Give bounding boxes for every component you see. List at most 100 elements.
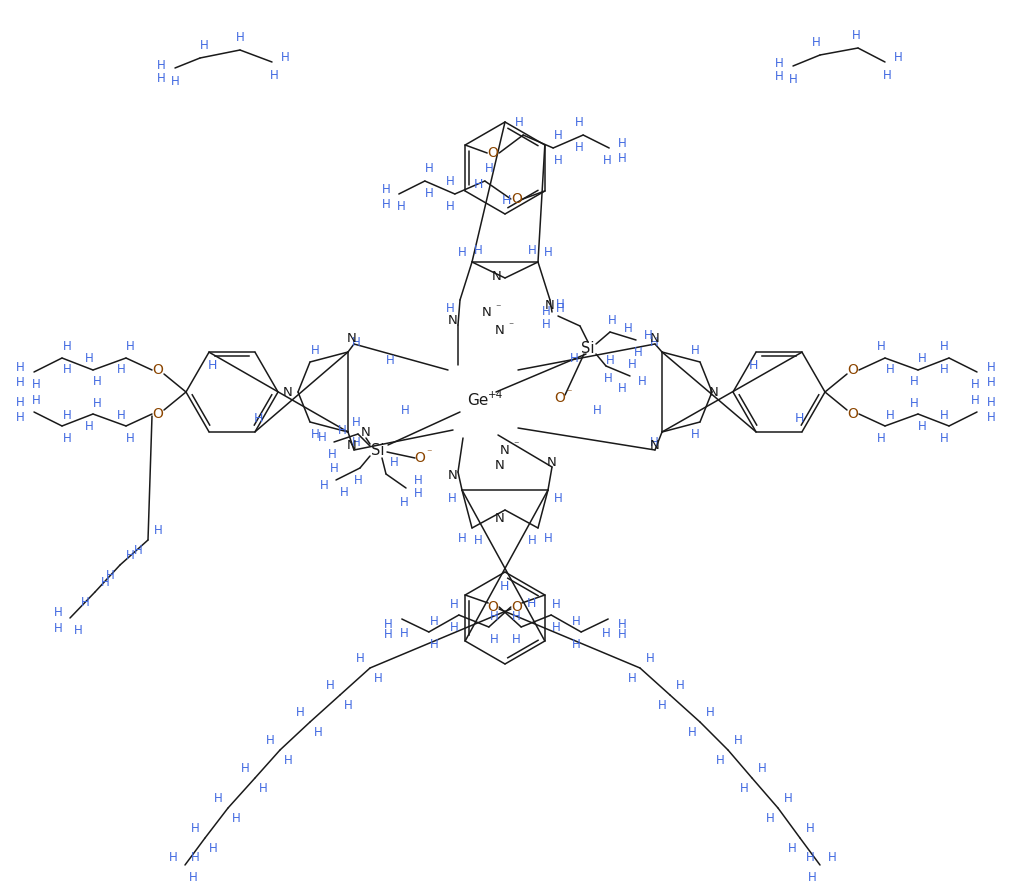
- Text: H: H: [396, 200, 405, 212]
- Text: H: H: [326, 678, 335, 692]
- Text: H: H: [340, 486, 349, 498]
- Text: H: H: [650, 335, 658, 349]
- Text: H: H: [284, 754, 292, 766]
- Text: H: H: [552, 598, 560, 610]
- Text: H: H: [319, 478, 329, 492]
- Text: H: H: [54, 622, 63, 634]
- Text: Si: Si: [371, 443, 385, 458]
- Text: H: H: [473, 177, 483, 191]
- Text: H: H: [154, 523, 163, 537]
- Text: H: H: [572, 637, 580, 650]
- Text: H: H: [784, 791, 793, 805]
- Text: H: H: [552, 621, 560, 633]
- Text: H: H: [618, 151, 627, 165]
- Text: H: H: [125, 432, 134, 444]
- Text: H: H: [31, 393, 40, 407]
- Text: O: O: [415, 451, 426, 465]
- Text: H: H: [644, 329, 652, 341]
- Text: H: H: [354, 473, 362, 487]
- Text: H: H: [634, 346, 642, 358]
- Text: N: N: [709, 385, 719, 399]
- Text: O: O: [555, 391, 565, 405]
- Text: H: H: [971, 377, 980, 391]
- Text: H: H: [604, 372, 613, 384]
- Text: H: H: [189, 871, 197, 883]
- Text: H: H: [259, 781, 267, 795]
- Text: H: H: [430, 615, 438, 627]
- Text: H: H: [542, 317, 550, 331]
- Text: H: H: [254, 412, 263, 426]
- Text: H: H: [740, 781, 748, 795]
- Text: ⁻: ⁻: [427, 448, 432, 458]
- Text: H: H: [383, 627, 392, 641]
- Text: H: H: [618, 627, 627, 641]
- Text: H: H: [569, 351, 578, 365]
- Text: H: H: [918, 419, 926, 433]
- Text: H: H: [85, 419, 93, 433]
- Text: H: H: [15, 375, 24, 389]
- Text: H: H: [716, 754, 724, 766]
- Text: H: H: [446, 200, 454, 212]
- Text: H: H: [528, 533, 537, 547]
- Text: O: O: [847, 363, 858, 377]
- Text: H: H: [971, 393, 980, 407]
- Text: H: H: [828, 850, 836, 864]
- Text: H: H: [385, 354, 394, 366]
- Text: ⁻: ⁻: [566, 388, 572, 398]
- Text: H: H: [808, 871, 816, 883]
- Text: H: H: [706, 705, 715, 719]
- Text: H: H: [757, 762, 766, 774]
- Text: N: N: [448, 314, 458, 326]
- Text: H: H: [317, 430, 327, 444]
- Text: H: H: [512, 633, 521, 645]
- Text: H: H: [608, 314, 617, 326]
- Text: H: H: [310, 343, 319, 357]
- Text: H: H: [413, 473, 423, 487]
- Text: H: H: [886, 409, 895, 421]
- Text: H: H: [473, 533, 482, 547]
- Text: H: H: [618, 136, 627, 150]
- Text: H: H: [85, 351, 93, 365]
- Text: H: H: [338, 424, 347, 436]
- Text: H: H: [352, 416, 360, 428]
- Text: Si: Si: [581, 340, 594, 356]
- Text: H: H: [748, 358, 757, 372]
- Text: H: H: [806, 850, 815, 864]
- Text: H: H: [795, 412, 804, 426]
- Text: H: H: [877, 340, 886, 352]
- Text: H: H: [575, 141, 583, 153]
- Text: H: H: [638, 375, 646, 387]
- Text: H: H: [430, 637, 438, 650]
- Text: H: H: [344, 699, 353, 711]
- Text: H: H: [199, 39, 208, 51]
- Text: H: H: [191, 850, 199, 864]
- Text: ⁻: ⁻: [509, 321, 514, 331]
- Text: H: H: [501, 194, 511, 206]
- Text: H: H: [446, 301, 454, 314]
- Text: H: H: [618, 617, 627, 631]
- Text: H: H: [606, 354, 615, 366]
- Text: O: O: [487, 146, 498, 160]
- Text: O: O: [153, 363, 164, 377]
- Text: H: H: [765, 812, 774, 824]
- Text: H: H: [788, 841, 797, 855]
- Text: H: H: [806, 822, 815, 834]
- Text: H: H: [374, 671, 382, 685]
- Text: H: H: [939, 363, 948, 375]
- Text: H: H: [628, 671, 636, 685]
- Text: H: H: [328, 447, 337, 461]
- Text: H: H: [473, 244, 482, 256]
- Text: H: H: [544, 531, 552, 545]
- Text: N: N: [495, 512, 504, 524]
- Text: N: N: [500, 444, 510, 456]
- Text: H: H: [54, 606, 63, 618]
- Text: H: H: [399, 495, 408, 509]
- Text: H: H: [592, 403, 602, 417]
- Text: H: H: [883, 68, 892, 82]
- Text: H: H: [157, 58, 166, 72]
- Text: H: H: [575, 116, 583, 128]
- Text: H: H: [425, 161, 433, 175]
- Text: H: H: [213, 791, 222, 805]
- Text: H: H: [356, 651, 364, 665]
- Text: H: H: [542, 305, 550, 317]
